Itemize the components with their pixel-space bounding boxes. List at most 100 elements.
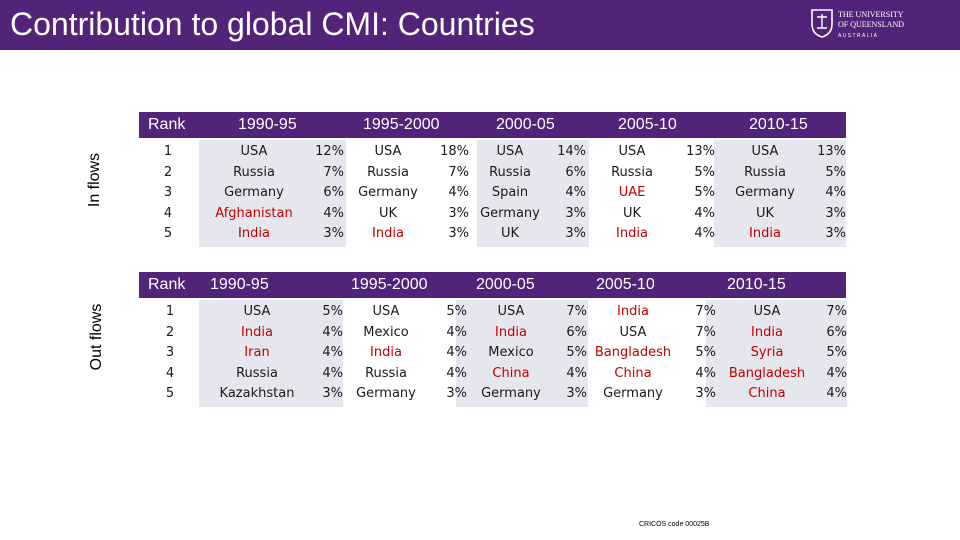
percent-cell: 5% xyxy=(825,164,846,180)
period-header: 2005-10 xyxy=(618,116,677,133)
percent-cell: 7% xyxy=(566,304,587,319)
percent-cell: 5% xyxy=(826,345,847,361)
period-header: 1990-95 xyxy=(210,276,269,293)
country-cell: Russia xyxy=(611,164,653,180)
country-cell: Bangladesh xyxy=(594,345,672,361)
country-cell: India xyxy=(749,226,781,242)
rank-cell: 5 xyxy=(163,226,173,242)
percent-cell: 6% xyxy=(565,164,586,180)
percent-cell: 3% xyxy=(323,226,344,242)
percent-cell: 5% xyxy=(695,345,716,361)
percent-cell: 4% xyxy=(446,345,467,361)
country-cell: China xyxy=(748,386,786,402)
country-cell: UK xyxy=(622,205,642,221)
percent-cell: 4% xyxy=(323,205,344,221)
rank-cell: 4 xyxy=(163,205,173,221)
country-cell: UAE xyxy=(618,185,646,201)
country-cell: Germany xyxy=(356,386,416,402)
country-cell: Germany xyxy=(480,205,540,221)
country-cell: USA xyxy=(374,144,402,159)
crest-icon xyxy=(811,9,833,38)
percent-cell: 4% xyxy=(322,345,343,361)
page-title: Contribution to global CMI: Countries xyxy=(10,6,535,42)
percent-cell: 3% xyxy=(825,205,846,221)
country-cell: Mexico xyxy=(488,345,534,361)
in-flows-label: In flows xyxy=(86,152,103,208)
country-cell: Germany xyxy=(358,185,418,201)
percent-cell: 4% xyxy=(322,324,343,340)
title-bar: Contribution to global CMI: Countries TH… xyxy=(0,0,960,50)
percent-cell: 5% xyxy=(694,185,715,201)
percent-cell: 4% xyxy=(826,365,847,381)
logo-wordmark: THE UNIVERSITY OF QUEENSLAND xyxy=(838,10,904,29)
logo-country: AUSTRALIA xyxy=(838,33,879,39)
country-cell: China xyxy=(492,365,530,381)
country-cell: Russia xyxy=(489,164,531,180)
country-cell: Germany xyxy=(224,185,284,201)
country-cell: USA xyxy=(751,144,779,159)
rank-cell: 3 xyxy=(165,345,175,361)
country-cell: Afghanistan xyxy=(215,205,293,221)
country-cell: India xyxy=(241,324,273,340)
country-cell: India xyxy=(616,226,648,242)
country-cell: Germany xyxy=(603,386,663,402)
country-cell: Russia xyxy=(236,365,278,381)
cricos-code: CRICOS code 00025B xyxy=(639,521,710,528)
percent-cell: 5% xyxy=(322,304,343,319)
percent-cell: 7% xyxy=(695,324,716,340)
country-cell: USA xyxy=(372,304,400,319)
percent-cell: 3% xyxy=(565,205,586,221)
percent-cell: 4% xyxy=(566,365,587,381)
period-header: 2000-05 xyxy=(476,276,535,293)
column-band xyxy=(456,300,588,407)
column-band xyxy=(477,140,589,247)
percent-cell: 7% xyxy=(448,164,469,180)
country-cell: India xyxy=(370,345,402,361)
out_flows-header-row xyxy=(139,272,846,298)
percent-cell: 5% xyxy=(694,164,715,180)
rank-header: Rank xyxy=(148,276,186,293)
period-header: 1995-2000 xyxy=(363,116,440,133)
percent-cell: 4% xyxy=(565,185,586,201)
rank-cell: 5 xyxy=(165,386,175,402)
country-cell: India xyxy=(751,324,783,340)
percent-cell: 4% xyxy=(694,205,715,221)
percent-cell: 3% xyxy=(695,386,716,402)
percent-cell: 3% xyxy=(322,386,343,402)
country-cell: Russia xyxy=(367,164,409,180)
country-cell: India xyxy=(372,226,404,242)
column-band xyxy=(714,140,846,247)
out-flows-label: Out flows xyxy=(88,303,105,371)
percent-cell: 4% xyxy=(826,386,847,402)
percent-cell: 6% xyxy=(826,324,847,340)
period-header: 2000-05 xyxy=(496,116,555,133)
country-cell: Syria xyxy=(750,345,784,361)
country-cell: India xyxy=(238,226,270,242)
percent-cell: 4% xyxy=(448,185,469,201)
percent-cell: 3% xyxy=(448,226,469,242)
percent-cell: 3% xyxy=(565,226,586,242)
country-cell: Russia xyxy=(365,365,407,381)
percent-cell: 7% xyxy=(323,164,344,180)
rank-cell: 4 xyxy=(165,365,175,381)
percent-cell: 5% xyxy=(446,304,467,319)
percent-cell: 14% xyxy=(557,144,586,159)
country-cell: China xyxy=(614,365,652,381)
period-header: 2010-15 xyxy=(727,276,786,293)
percent-cell: 4% xyxy=(446,365,467,381)
country-cell: USA xyxy=(753,304,781,319)
country-cell: UK xyxy=(378,205,398,221)
rank-cell: 2 xyxy=(163,164,173,180)
country-cell: Spain xyxy=(491,185,529,201)
country-cell: USA xyxy=(618,144,646,159)
percent-cell: 4% xyxy=(825,185,846,201)
country-cell: Bangladesh xyxy=(728,365,806,381)
country-cell: USA xyxy=(619,324,647,340)
university-logo: THE UNIVERSITY OF QUEENSLAND AUSTRALIA xyxy=(810,8,920,42)
percent-cell: 12% xyxy=(315,144,344,159)
rank-cell: 1 xyxy=(165,304,175,319)
country-cell: India xyxy=(495,324,527,340)
country-cell: Germany xyxy=(481,386,541,402)
period-header: 2010-15 xyxy=(749,116,808,133)
country-cell: UK xyxy=(500,226,520,242)
